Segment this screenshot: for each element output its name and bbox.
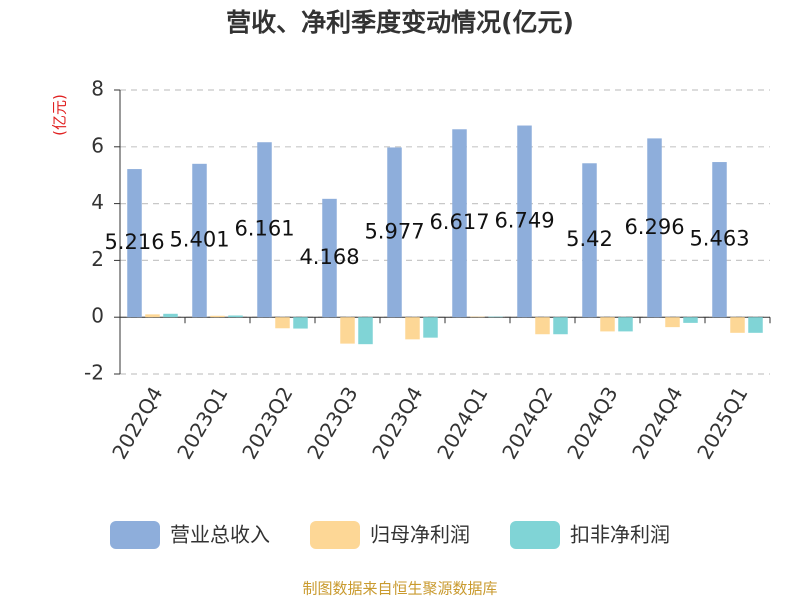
x-tick-label: 2023Q2 [237,382,297,463]
bar [293,317,308,329]
data-label: 6.749 [494,208,554,232]
bar [535,317,550,335]
bar [553,317,568,335]
bar [192,163,207,318]
source-note: 制图数据来自恒生聚源数据库 [302,580,497,598]
bar [665,317,680,328]
data-label: 4.168 [299,245,359,269]
x-tick-label: 2023Q1 [172,382,232,463]
y-tick-label: 4 [91,190,104,214]
y-tick-label: 8 [91,77,104,101]
bar [163,313,178,318]
bar [387,147,402,318]
x-tick-label: 2025Q1 [692,382,752,463]
legend-swatch [310,521,360,549]
y-axis-label: (亿元) [51,94,69,136]
bar [257,142,272,318]
data-label: 6.617 [429,210,489,234]
x-tick-label: 2024Q3 [562,382,622,463]
bar [210,315,225,318]
bar [712,162,727,318]
x-tick-label: 2024Q4 [627,382,687,463]
bar [423,317,438,338]
x-tick-label: 2022Q4 [107,382,167,463]
bar [600,317,615,332]
bar [405,317,420,340]
x-tick-label: 2024Q1 [432,382,492,463]
legend-label: 营业总收入 [170,523,270,547]
x-tick-label: 2023Q4 [367,382,427,463]
chart-title: 营收、净利季度变动情况(亿元) [226,8,574,37]
data-label: 5.977 [364,219,424,243]
bar [647,138,662,318]
legend-swatch [510,521,560,549]
bar [145,314,160,318]
x-tick-label: 2023Q3 [302,382,362,463]
data-label: 6.161 [234,217,294,241]
bar [488,316,503,318]
y-tick-label: 0 [91,304,104,328]
data-label: 6.296 [624,215,684,239]
bar [748,317,763,333]
y-tick-label: 6 [91,133,104,157]
bar [683,317,698,323]
bar [127,169,142,318]
data-label: 5.401 [169,228,229,252]
y-tick-label: 2 [91,247,104,271]
legend-label: 归母净利润 [370,523,470,547]
data-label: 5.42 [566,227,613,251]
bar [582,163,597,318]
bar [517,125,532,318]
data-label: 5.463 [689,227,749,251]
y-tick-label: -2 [84,361,104,385]
bar [228,315,243,318]
legend-swatch [110,521,160,549]
bar [730,317,745,333]
bar [322,198,337,318]
bar [340,317,355,344]
bar [470,316,485,318]
x-tick-label: 2024Q2 [497,382,557,463]
legend-label: 扣非净利润 [570,523,670,547]
data-label: 5.216 [104,230,164,254]
bar [275,317,290,329]
bar [358,317,373,345]
bar [452,129,467,318]
bar [618,317,633,332]
